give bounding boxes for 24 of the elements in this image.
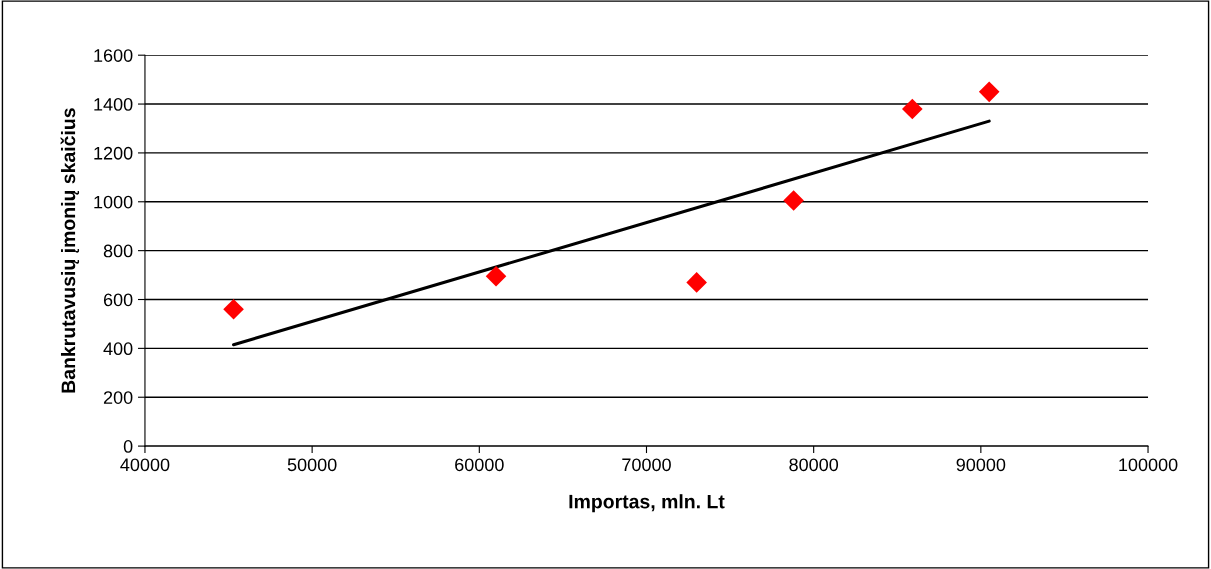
x-tick-label: 70000: [622, 458, 671, 472]
x-tick-label: 90000: [956, 458, 1006, 472]
x-tick-label: 80000: [789, 458, 839, 472]
y-tick-label: 1400: [94, 97, 133, 111]
point: [902, 98, 923, 120]
point: [485, 266, 507, 287]
x-tick-label: 50000: [287, 458, 337, 472]
point: [978, 81, 1000, 103]
y-tick-label: 200: [103, 391, 133, 404]
y-axis-title: Bankrutavusių įmonių skaičius: [60, 108, 80, 393]
point: [223, 298, 244, 320]
y-tick-label: 400: [103, 342, 133, 356]
x-axis-title: Importas, mln. Lt: [569, 494, 725, 513]
y-tick-label: 600: [103, 293, 133, 307]
y-tick-label: 1600: [94, 49, 133, 62]
x-tick-label: 100000: [1119, 458, 1178, 472]
point: [686, 272, 707, 293]
x-tick-label: 40000: [120, 458, 170, 472]
x-tick-label: 60000: [455, 458, 504, 472]
point: [783, 190, 804, 211]
y-tick-label: 1000: [94, 195, 133, 209]
y-tick-label: 1200: [94, 146, 133, 160]
y-tick-label: 0: [123, 440, 133, 453]
y-tick-label: 800: [103, 244, 133, 258]
